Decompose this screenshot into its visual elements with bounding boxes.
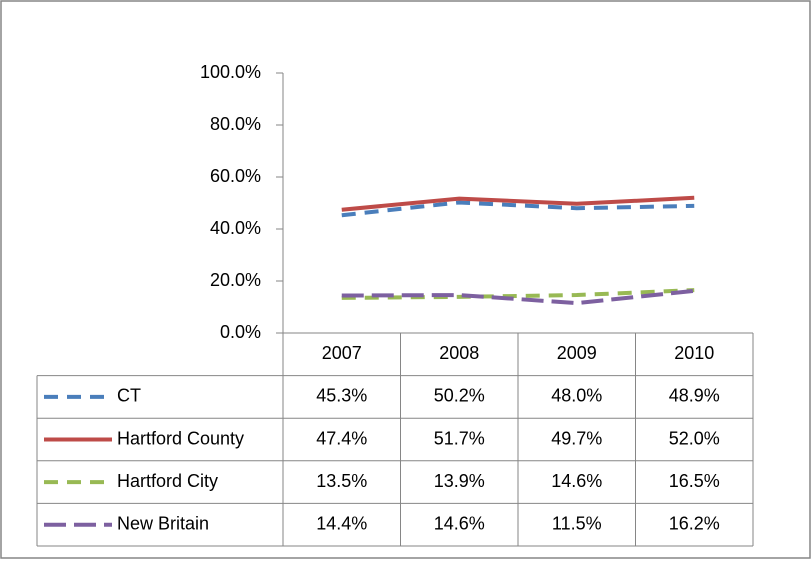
y-tick-label: 0.0%	[220, 322, 261, 342]
y-tick-label: 20.0%	[210, 270, 261, 290]
value-label: 16.2%	[669, 513, 720, 533]
value-label: 13.9%	[434, 471, 485, 491]
value-label: 16.5%	[669, 471, 720, 491]
value-label: 11.5%	[552, 513, 602, 533]
value-label: 14.6%	[434, 513, 485, 533]
value-label: 13.5%	[316, 471, 367, 491]
value-label: 50.2%	[434, 386, 485, 406]
value-label: 48.9%	[669, 386, 720, 406]
series-line	[341, 200, 695, 218]
category-label: 2007	[322, 343, 362, 363]
legend-label: Hartford City	[117, 471, 218, 491]
value-label: 14.4%	[316, 513, 367, 533]
y-tick-label: 40.0%	[210, 218, 261, 238]
category-label: 2008	[439, 343, 479, 363]
value-label: 51.7%	[434, 428, 485, 448]
legend-label: Hartford County	[117, 428, 244, 448]
legend-label: New Britain	[117, 513, 209, 533]
value-label: 52.0%	[669, 428, 720, 448]
value-label: 49.7%	[551, 428, 602, 448]
value-label: 45.3%	[316, 386, 367, 406]
legend-label: CT	[117, 386, 141, 406]
value-label: 47.4%	[316, 428, 367, 448]
category-label: 2009	[557, 343, 597, 363]
value-label: 48.0%	[551, 386, 602, 406]
y-tick-label: 80.0%	[210, 114, 261, 134]
y-tick-label: 60.0%	[210, 166, 261, 186]
category-label: 2010	[674, 343, 714, 363]
series-line	[341, 195, 695, 212]
y-tick-label: 100.0%	[200, 62, 261, 82]
value-label: 14.6%	[551, 471, 602, 491]
series-line	[341, 288, 695, 300]
